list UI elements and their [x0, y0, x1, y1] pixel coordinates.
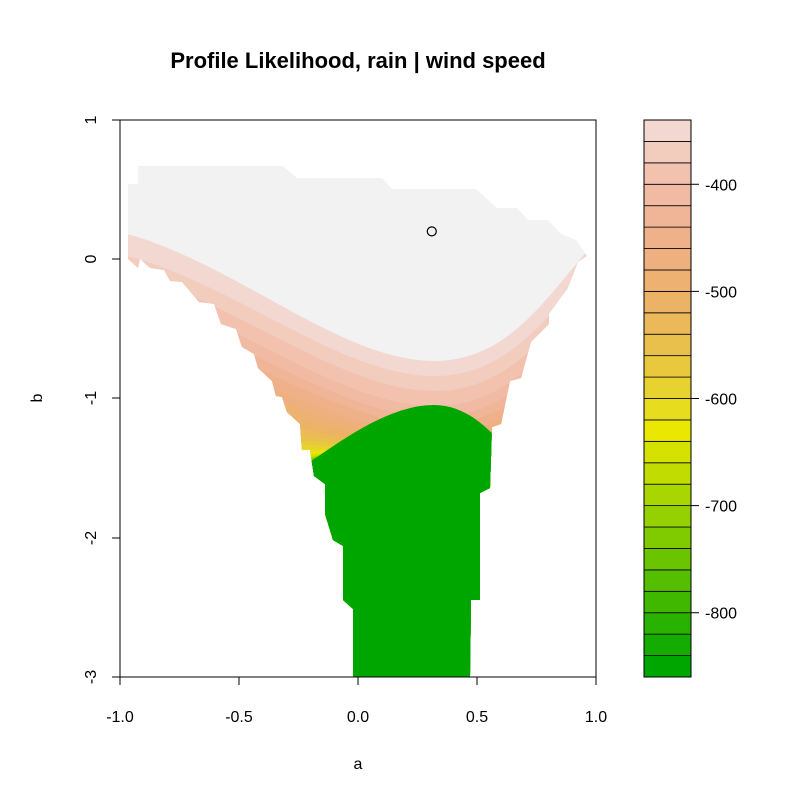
x-tick-label: -0.5 [225, 709, 253, 726]
colorbar-swatch [643, 141, 692, 164]
colorbar-swatch [643, 119, 692, 142]
y-tick-label: -3 [83, 670, 100, 684]
colorbar-swatch [643, 440, 692, 464]
colorbar-swatch [643, 226, 692, 249]
colorbar-swatch [643, 526, 692, 549]
colorbar-swatch [643, 183, 692, 207]
y-tick-label: -2 [83, 531, 100, 545]
colorbar-tick-label: -700 [705, 499, 737, 516]
colorbar-swatch [643, 333, 692, 357]
colorbar-swatch [643, 548, 692, 571]
colorbar-swatch [643, 290, 692, 314]
colorbar-tick-label: -500 [705, 284, 737, 301]
colorbar-swatch [643, 205, 692, 228]
colorbar-swatch [643, 505, 692, 528]
colorbar-swatch [643, 612, 692, 635]
colorbar-swatch [643, 398, 692, 421]
colorbar-axis: -800 -700 -600 -500 -400 [691, 177, 737, 623]
y-tick-label: -1 [83, 391, 100, 405]
maximum-marker [426, 226, 437, 237]
colorbar-swatch [643, 633, 692, 656]
colorbar-tick-label: -600 [705, 392, 737, 409]
x-tick-label: 1.0 [585, 709, 607, 726]
colorbar-swatch [643, 162, 692, 185]
colorbar-swatch [643, 655, 692, 678]
colorbar-swatch [643, 419, 692, 442]
x-axis: -1.0 -0.5 0.0 0.5 1.0 [106, 676, 607, 726]
y-tick-label: 1 [83, 115, 100, 124]
chart-title: Profile Likelihood, rain | wind speed [170, 48, 545, 73]
x-tick-label: 0.0 [347, 709, 369, 726]
colorbar-swatch [643, 483, 692, 507]
colorbar-swatch [643, 376, 692, 399]
x-axis-label: a [354, 756, 363, 773]
colorbar-swatch [643, 355, 692, 378]
contour-band [128, 405, 587, 677]
colorbar-tick-label: -800 [705, 606, 737, 623]
colorbar-swatch [643, 462, 692, 485]
y-axis-label: b [29, 393, 46, 402]
likelihood-region [128, 166, 587, 677]
x-tick-label: -1.0 [106, 709, 134, 726]
colorbar-swatch [643, 248, 692, 271]
colorbar-swatch [643, 569, 692, 592]
colorbar-swatch [643, 590, 692, 614]
colorbar-swatch [643, 269, 692, 292]
x-tick-label: 0.5 [466, 709, 488, 726]
y-tick-label: 0 [83, 254, 100, 263]
colorbar-tick-label: -400 [705, 177, 737, 194]
y-axis: -3 -2 -1 0 1 [83, 115, 121, 684]
colorbar-swatch [643, 312, 692, 335]
colorbar [643, 119, 692, 678]
